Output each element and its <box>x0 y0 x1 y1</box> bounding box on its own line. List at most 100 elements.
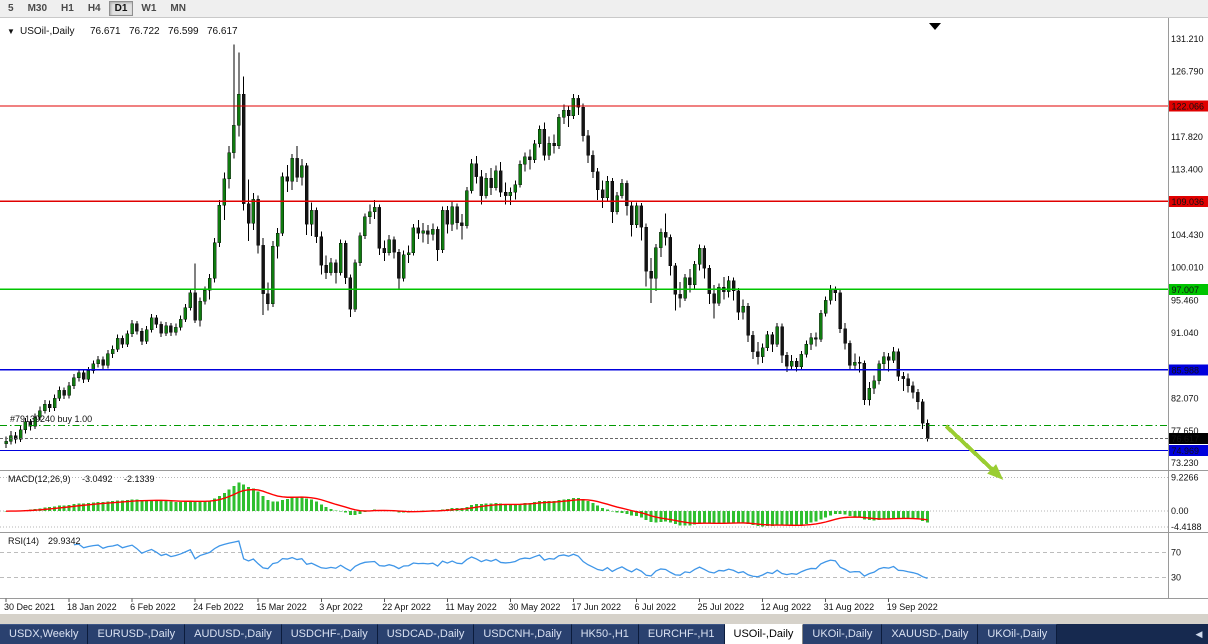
macd-bar <box>727 511 731 523</box>
macd-bar <box>154 499 158 512</box>
symbol-tab-usdcnh-daily[interactable]: USDCNH-,Daily <box>474 624 572 644</box>
arrow-annotation-line[interactable] <box>944 424 998 475</box>
macd-bar <box>528 502 532 512</box>
symbol-tab-audusd-daily[interactable]: AUDUSD-,Daily <box>185 624 282 644</box>
macd-bar <box>756 511 760 527</box>
date-label: 31 Aug 2022 <box>824 602 875 612</box>
symbol-tab-eurusd-daily[interactable]: EURUSD-,Daily <box>88 624 186 644</box>
scroll-to-end-icon[interactable] <box>929 23 941 30</box>
macd-bar <box>358 511 362 514</box>
timeframe-button-d1[interactable]: D1 <box>108 1 134 16</box>
macd-histogram <box>4 482 929 527</box>
macd-bar <box>586 501 590 512</box>
macd-bar <box>887 511 891 519</box>
symbol-tab-ukoil-daily[interactable]: UKOil-,Daily <box>803 624 883 644</box>
timeframe-button-h1[interactable]: H1 <box>61 3 74 14</box>
candle-body <box>610 180 614 212</box>
candle-body <box>484 177 488 196</box>
candle-body <box>474 163 479 177</box>
macd-bar <box>77 503 81 512</box>
symbol-tab-eurchf-h1[interactable]: EURCHF-,H1 <box>638 624 725 644</box>
macd-bar <box>649 511 653 523</box>
tab-scroll-left-button[interactable]: ◀ <box>1190 624 1208 644</box>
macd-bar <box>843 511 847 515</box>
macd-bar <box>605 509 609 512</box>
macd-bar <box>174 501 178 512</box>
candle-body <box>697 248 702 265</box>
macd-bar <box>576 498 580 512</box>
candle-body <box>72 377 76 387</box>
candle-body <box>300 165 304 178</box>
symbol-tab-ukoil-daily[interactable]: UKOil-,Daily <box>978 624 1058 644</box>
candle-body <box>343 243 348 278</box>
candle-body <box>382 248 386 253</box>
symbol-tab-xauusd-daily[interactable]: XAUUSD-,Daily <box>882 624 979 644</box>
candle-body <box>571 98 576 117</box>
candle-body <box>241 93 246 204</box>
price-level-tag-label: 85.988 <box>1172 365 1200 375</box>
candle-body <box>271 245 275 305</box>
macd-bar <box>266 500 270 512</box>
candle-body <box>169 325 173 333</box>
candle-body <box>765 334 770 349</box>
macd-bar <box>664 511 668 522</box>
macd-bar <box>620 511 624 513</box>
ohlc-high-value: 76.722 <box>129 26 160 37</box>
macd-bar <box>698 511 702 524</box>
current-price-tag-label: 76.617 <box>1172 434 1200 444</box>
candle-body <box>144 329 149 342</box>
macd-bar <box>348 511 352 515</box>
candle-body <box>920 401 925 424</box>
macd-bar <box>921 511 925 521</box>
symbol-tab-usdx-weekly[interactable]: USDX,Weekly <box>0 624 89 644</box>
macd-bar <box>179 501 183 512</box>
macd-bar <box>334 510 338 512</box>
candle-body <box>707 267 711 294</box>
symbol-tab-hk50-h1[interactable]: HK50-,H1 <box>571 624 639 644</box>
macd-bar <box>877 511 881 521</box>
macd-bar <box>862 511 866 520</box>
macd-bar <box>668 511 672 523</box>
date-label: 12 Aug 2022 <box>761 602 812 612</box>
symbol-tab-usdcad-daily[interactable]: USDCAD-,Daily <box>377 624 475 644</box>
macd-bar <box>285 498 289 512</box>
timeframe-button-h4[interactable]: H4 <box>87 3 101 14</box>
candle-body <box>678 294 682 299</box>
macd-bar <box>203 501 207 512</box>
macd-bar <box>542 501 546 512</box>
candle-body <box>857 362 862 364</box>
symbol-dropdown-icon[interactable]: ▼ <box>7 27 15 36</box>
candle-body <box>460 222 464 226</box>
date-label: 30 May 2022 <box>508 602 560 612</box>
candle-body <box>101 359 105 366</box>
chart-generated-layer: 131.210 126.790 117.820 113.400 104.430 100.0… <box>0 18 1208 624</box>
candle-body <box>106 353 110 366</box>
macd-bar <box>353 511 357 515</box>
price-tick-label: 131.210 <box>1171 34 1204 44</box>
timeframe-button-5[interactable]: 5 <box>8 3 14 14</box>
symbol-tab-usdchf-daily[interactable]: USDCHF-,Daily <box>281 624 378 644</box>
macd-bar <box>736 511 740 523</box>
macd-bar <box>761 511 765 527</box>
macd-bar <box>722 511 726 524</box>
symbol-tab-usoil-daily[interactable]: USOil-,Daily <box>724 624 804 644</box>
macd-bar <box>183 501 187 512</box>
candle-body <box>712 293 716 304</box>
price-level-tag-label: 74.969 <box>1172 446 1200 456</box>
candle-body <box>178 319 183 328</box>
candle-body <box>532 143 537 161</box>
macd-bar <box>809 511 813 523</box>
candle-body <box>217 205 222 243</box>
macd-bar <box>892 511 896 518</box>
macd-bar <box>276 501 280 512</box>
timeframe-button-mn[interactable]: MN <box>170 3 186 14</box>
timeframe-button-w1[interactable]: W1 <box>141 3 157 14</box>
candle-body <box>440 210 445 251</box>
macd-bar <box>538 500 541 512</box>
timeframe-button-m30[interactable]: M30 <box>27 3 48 14</box>
date-label: 22 Apr 2022 <box>382 602 431 612</box>
chart-canvas[interactable]: 131.210 126.790 117.820 113.400 104.430 100.0… <box>0 18 1208 624</box>
macd-bar <box>135 499 139 512</box>
macd-bar <box>91 502 95 512</box>
